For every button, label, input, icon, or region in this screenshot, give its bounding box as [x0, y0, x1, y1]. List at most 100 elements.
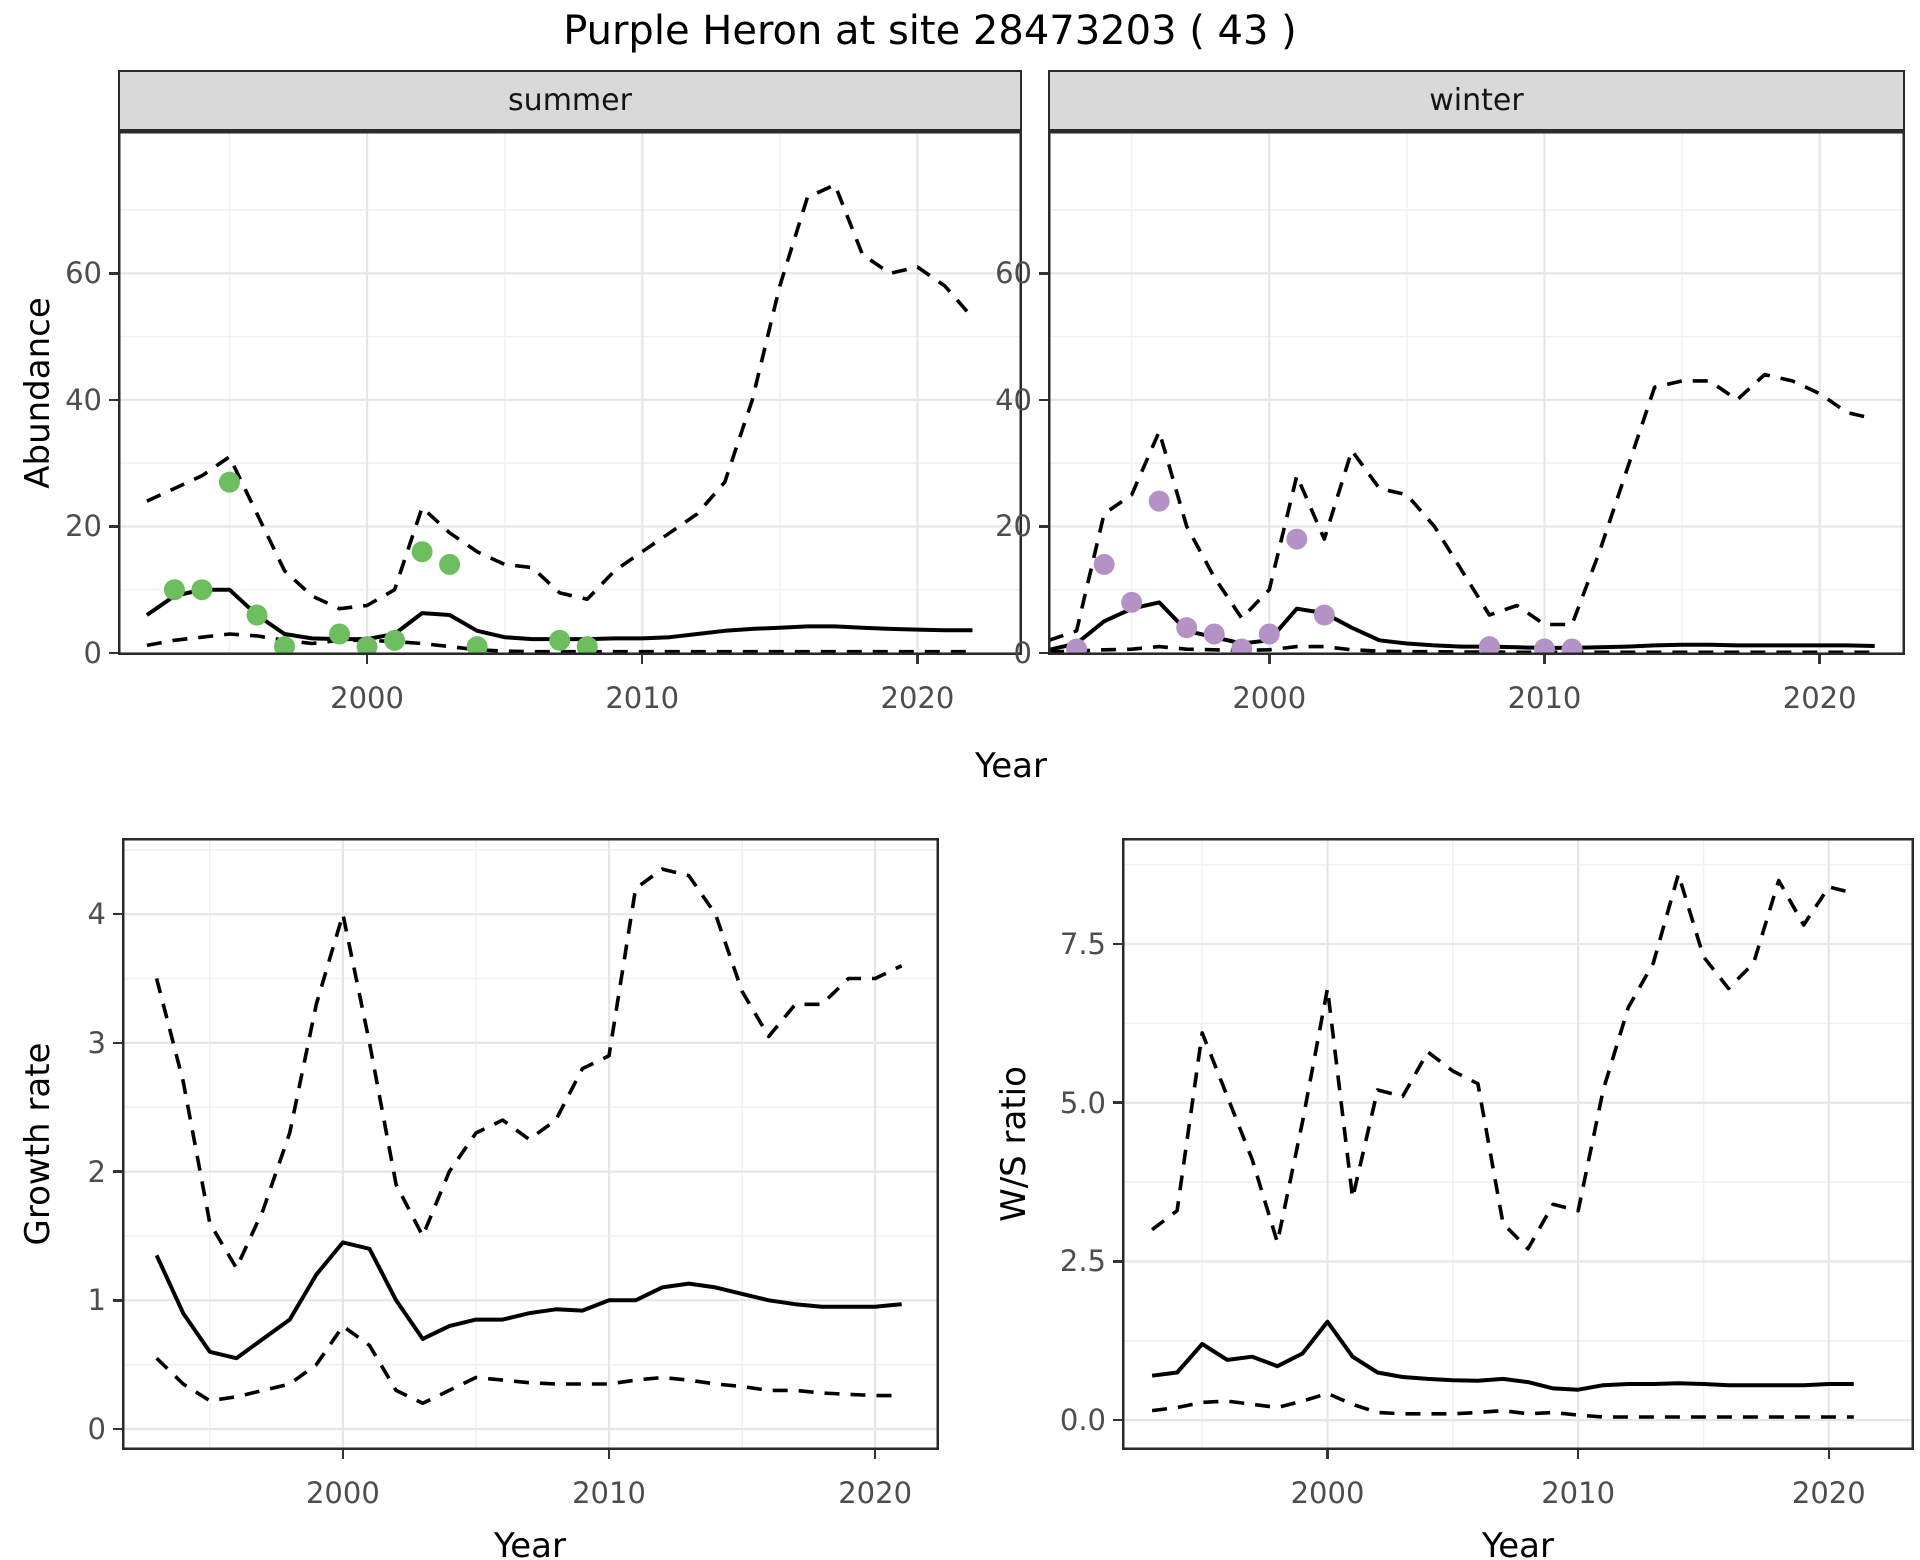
growth-rate-x-tick-label: 2000: [305, 1476, 380, 1510]
abundance-winter-y-tick-label: 60: [995, 256, 1032, 291]
y-tick-mark: [113, 1427, 122, 1431]
winter-observations-point: [1066, 638, 1088, 655]
abundance-summer-y-tick-label: 40: [65, 382, 102, 417]
abundance-summer-y-tick-label: 20: [65, 509, 102, 544]
summer-observations-point: [246, 604, 268, 626]
summer-observations-point: [411, 541, 433, 563]
x-tick-mark: [341, 1450, 345, 1459]
y-tick-mark: [113, 1170, 122, 1173]
facet-strip-summer-label: summer: [508, 83, 632, 118]
x-axis-title-bottom-left: Year: [494, 1526, 566, 1560]
winter-observations-point: [1533, 638, 1555, 655]
growth-rate-x-tick-label: 2020: [838, 1476, 913, 1510]
winter-observations-point: [1258, 623, 1280, 645]
y-tick-mark: [113, 912, 122, 916]
chart-title: Purple Heron at site 28473203 ( 43 ): [563, 8, 1297, 54]
abundance-summer-y-tick-label: 60: [65, 256, 102, 291]
growth-rate-y-tick-label: 0: [87, 1412, 106, 1447]
x-tick-mark: [1576, 1450, 1580, 1459]
panel-abundance-winter: [1048, 131, 1905, 655]
abundance-winter-x-tick-label: 2020: [1782, 681, 1857, 715]
abundance-winter-x-tick-label: 2000: [1232, 681, 1307, 715]
ws-ratio-x-tick-label: 2020: [1791, 1476, 1866, 1510]
panel-ws-ratio: [1122, 838, 1914, 1450]
y-axis-title-ws-ratio: W/S ratio: [994, 1066, 1034, 1222]
growth-rate-y-tick-label: 4: [87, 897, 106, 932]
y-tick-mark: [1113, 1260, 1122, 1263]
y-tick-mark: [109, 398, 118, 402]
x-tick-mark: [916, 655, 919, 664]
x-tick-mark: [640, 655, 644, 664]
x-tick-mark: [607, 1450, 611, 1459]
growth-rate-y-tick-label: 2: [87, 1154, 106, 1189]
ws-ratio-y-tick-label: 0.0: [1059, 1403, 1106, 1438]
y-tick-mark: [109, 651, 118, 655]
abundance-summer-x-tick-label: 2020: [880, 681, 955, 715]
winter-observations-point: [1148, 490, 1170, 512]
winter-observations-point: [1203, 623, 1225, 645]
x-tick-mark: [365, 655, 369, 664]
y-axis-title-growth-rate: Growth rate: [18, 1042, 58, 1246]
summer-observations-point: [191, 579, 213, 601]
y-tick-mark: [113, 1041, 122, 1045]
summer-observations-point: [439, 553, 461, 575]
x-tick-mark: [1326, 1450, 1329, 1459]
growth-rate-y-tick-label: 1: [87, 1283, 106, 1318]
ws-ratio-lower_ci-line: [1151, 1391, 1854, 1419]
abundance-winter-lower_ci-line: [1049, 644, 1875, 655]
winter-observations-point: [1176, 617, 1198, 639]
abundance-summer-x-tick-label: 2000: [330, 681, 404, 715]
y-tick-mark: [1039, 398, 1048, 402]
y-tick-mark: [1113, 942, 1122, 946]
ws-ratio-y-tick-label: 7.5: [1059, 927, 1106, 962]
abundance-winter-x-tick-label: 2010: [1507, 681, 1582, 715]
summer-observations-point: [549, 629, 571, 651]
winter-observations-point: [1121, 591, 1143, 613]
panel-abundance-summer: [118, 131, 1022, 655]
summer-observations-point: [384, 629, 406, 651]
abundance-summer-upper_ci-line: [146, 182, 974, 611]
growth-rate-lower_ci-line: [155, 1324, 902, 1406]
x-tick-mark: [1827, 1450, 1831, 1459]
winter-observations-point: [1561, 638, 1583, 655]
growth-rate-x-tick-label: 2010: [572, 1476, 646, 1510]
y-tick-mark: [1113, 1101, 1122, 1104]
abundance-winter-y-tick-label: 0: [1013, 635, 1032, 670]
abundance-winter-y-tick-label: 40: [995, 382, 1032, 417]
abundance-summer-x-tick-label: 2010: [605, 681, 680, 715]
summer-observations-point: [273, 636, 295, 655]
ws-ratio-x-tick-label: 2010: [1541, 1476, 1616, 1510]
x-tick-mark: [873, 1450, 877, 1459]
growth-rate-y-tick-label: 3: [87, 1025, 106, 1060]
ws-ratio-y-tick-label: 5.0: [1059, 1085, 1106, 1120]
ws-ratio-x-tick-label: 2000: [1290, 1476, 1365, 1510]
y-tick-mark: [109, 272, 118, 275]
summer-observations-point: [163, 579, 185, 601]
summer-observations-point: [329, 623, 351, 645]
y-tick-mark: [1039, 525, 1048, 528]
y-tick-mark: [1039, 272, 1048, 275]
x-axis-title-bottom-right: Year: [1482, 1526, 1554, 1560]
summer-observations-point: [576, 636, 598, 655]
panel-growth-rate: [122, 838, 939, 1450]
winter-observations-point: [1313, 604, 1335, 626]
abundance-winter-upper_ci-line: [1048, 372, 1876, 643]
winter-observations-point: [1231, 638, 1253, 655]
facet-strip-winter: winter: [1048, 70, 1905, 131]
winter-observations-point: [1093, 553, 1115, 575]
winter-observations-point: [1286, 528, 1308, 550]
x-tick-mark: [1818, 655, 1821, 664]
y-tick-mark: [1113, 1418, 1122, 1422]
abundance-summer-y-tick-label: 0: [83, 635, 102, 670]
summer-observations-point: [356, 636, 378, 655]
facet-strip-summer: summer: [118, 70, 1022, 131]
growth-rate-upper_ci-line: [154, 867, 903, 1270]
abundance-winter-y-tick-label: 20: [995, 509, 1032, 544]
y-tick-mark: [109, 525, 118, 528]
x-tick-mark: [1268, 655, 1271, 664]
ws-ratio-y-tick-label: 2.5: [1059, 1244, 1106, 1279]
summer-observations-point: [466, 636, 488, 655]
ws-ratio-upper_ci-line: [1151, 872, 1855, 1251]
summer-observations-point: [218, 471, 240, 493]
